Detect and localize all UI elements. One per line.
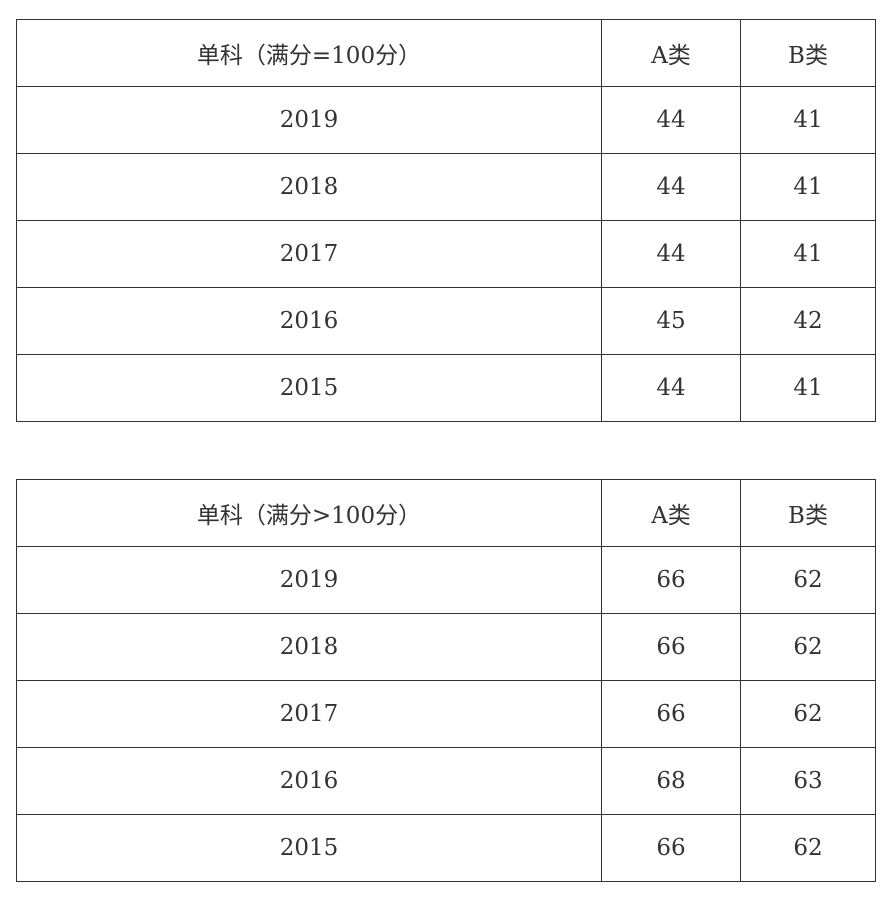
table-row: 2015 66 62 [16, 814, 876, 882]
category-a-cell: 44 [601, 153, 741, 221]
subject-cell: 2017 [16, 680, 602, 748]
subject-cell: 2016 [16, 747, 602, 815]
table-row: 2018 44 41 [16, 153, 876, 221]
subject-cell: 2016 [16, 287, 602, 355]
category-a-cell: 66 [601, 546, 741, 614]
header-subject-cell: 单科（满分=100分） [16, 19, 602, 87]
table-row: 2019 66 62 [16, 546, 876, 614]
category-b-cell: 42 [740, 287, 876, 355]
category-b-cell: 41 [740, 86, 876, 154]
score-table-over-100: 单科（满分>100分） A类 B类 2019 66 62 2018 66 62 2017 66 62 2… [16, 479, 876, 882]
header-row: 单科（满分=100分） A类 B类 [16, 19, 876, 87]
table-row: 2018 66 62 [16, 613, 876, 681]
subject-cell: 2015 [16, 354, 602, 422]
subject-cell: 2019 [16, 86, 602, 154]
category-b-cell: 62 [740, 546, 876, 614]
category-b-cell: 41 [740, 153, 876, 221]
table-row: 2017 66 62 [16, 680, 876, 748]
score-table-full-100: 单科（满分=100分） A类 B类 2019 44 41 2018 44 41 2017 44 41 2… [16, 19, 876, 422]
category-b-cell: 41 [740, 354, 876, 422]
category-a-cell: 45 [601, 287, 741, 355]
table-row: 2019 44 41 [16, 86, 876, 154]
category-b-cell: 41 [740, 220, 876, 288]
header-category-a-cell: A类 [601, 479, 741, 547]
category-a-cell: 66 [601, 680, 741, 748]
subject-cell: 2017 [16, 220, 602, 288]
category-a-cell: 44 [601, 220, 741, 288]
category-a-cell: 44 [601, 354, 741, 422]
header-category-a-cell: A类 [601, 19, 741, 87]
header-subject-cell: 单科（满分>100分） [16, 479, 602, 547]
table-row: 2016 68 63 [16, 747, 876, 815]
table-row: 2017 44 41 [16, 220, 876, 288]
category-b-cell: 62 [740, 680, 876, 748]
category-b-cell: 62 [740, 814, 876, 882]
category-a-cell: 66 [601, 613, 741, 681]
header-row: 单科（满分>100分） A类 B类 [16, 479, 876, 547]
subject-cell: 2018 [16, 613, 602, 681]
subject-cell: 2018 [16, 153, 602, 221]
header-category-b-cell: B类 [740, 19, 876, 87]
subject-cell: 2019 [16, 546, 602, 614]
category-b-cell: 63 [740, 747, 876, 815]
category-a-cell: 66 [601, 814, 741, 882]
category-a-cell: 44 [601, 86, 741, 154]
subject-cell: 2015 [16, 814, 602, 882]
category-b-cell: 62 [740, 613, 876, 681]
category-a-cell: 68 [601, 747, 741, 815]
table-row: 2015 44 41 [16, 354, 876, 422]
table-row: 2016 45 42 [16, 287, 876, 355]
header-category-b-cell: B类 [740, 479, 876, 547]
